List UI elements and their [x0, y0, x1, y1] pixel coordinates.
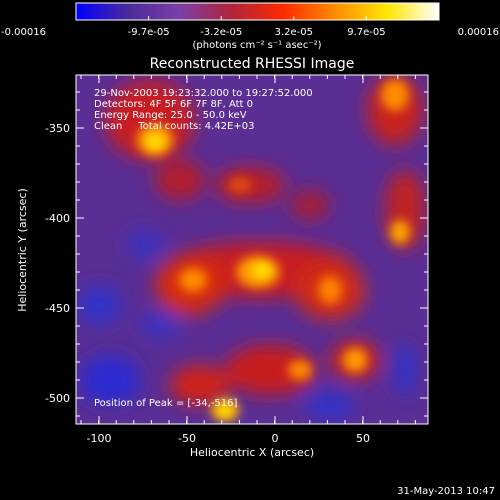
colorbar-tick-label: 9.7e-05	[347, 27, 385, 38]
rhessi-image	[76, 75, 428, 424]
image-info: 29-Nov-2003 19:23:32.000 to 19:27:52.000…	[94, 88, 313, 132]
image-title: Reconstructed RHESSI Image	[150, 56, 355, 72]
colorbar-tick-label: -9.7e-05	[128, 27, 170, 38]
x-tick-label: -100	[87, 432, 112, 445]
colorbar-tick-label: 3.2e-05	[275, 27, 313, 38]
colorbar-unit-label: (photons cm⁻² s⁻¹ asec⁻²)	[192, 40, 321, 51]
x-tick-label: -50	[178, 432, 196, 445]
y-axis: -350 -400 -450 -500	[45, 91, 428, 417]
y-tick-label: -350	[45, 122, 70, 135]
colorbar-tick-label: -3.2e-05	[200, 27, 242, 38]
y-axis-label: Heliocentric Y (arcsec)	[16, 188, 29, 312]
y-tick-label: -450	[45, 302, 70, 315]
colorbar-tick-labels: -0.00016 -9.7e-05 -3.2e-05 3.2e-05 9.7e-05 0.…	[1, 27, 499, 38]
plot-timestamp: 31-May-2013 10:47	[397, 486, 495, 497]
colorbar	[75, 2, 440, 21]
colorbar-tick-label: -0.00016	[1, 27, 46, 38]
x-tick-label: 50	[356, 432, 370, 445]
colorbar-ticks	[75, 16, 440, 20]
peak-position-label: Position of Peak = [-34,-516]	[94, 398, 238, 409]
x-tick-label: 0	[272, 432, 279, 445]
info-line-detectors: Detectors: 4F 5F 6F 7F 8F, Att 0	[94, 99, 253, 110]
info-line-counts: Clean Total counts: 4.42E+03	[94, 121, 254, 132]
y-tick-label: -400	[45, 212, 70, 225]
x-axis-label: Heliocentric X (arcsec)	[190, 446, 314, 459]
image-frame	[75, 74, 429, 425]
info-line-time: 29-Nov-2003 19:23:32.000 to 19:27:52.000	[94, 88, 313, 99]
x-axis: -100 -50 0 50	[80, 75, 416, 445]
colorbar-tick-label: 0.00016	[458, 27, 499, 38]
info-line-energy: Energy Range: 25.0 - 50.0 keV	[94, 110, 247, 121]
y-tick-label: -500	[45, 392, 70, 405]
